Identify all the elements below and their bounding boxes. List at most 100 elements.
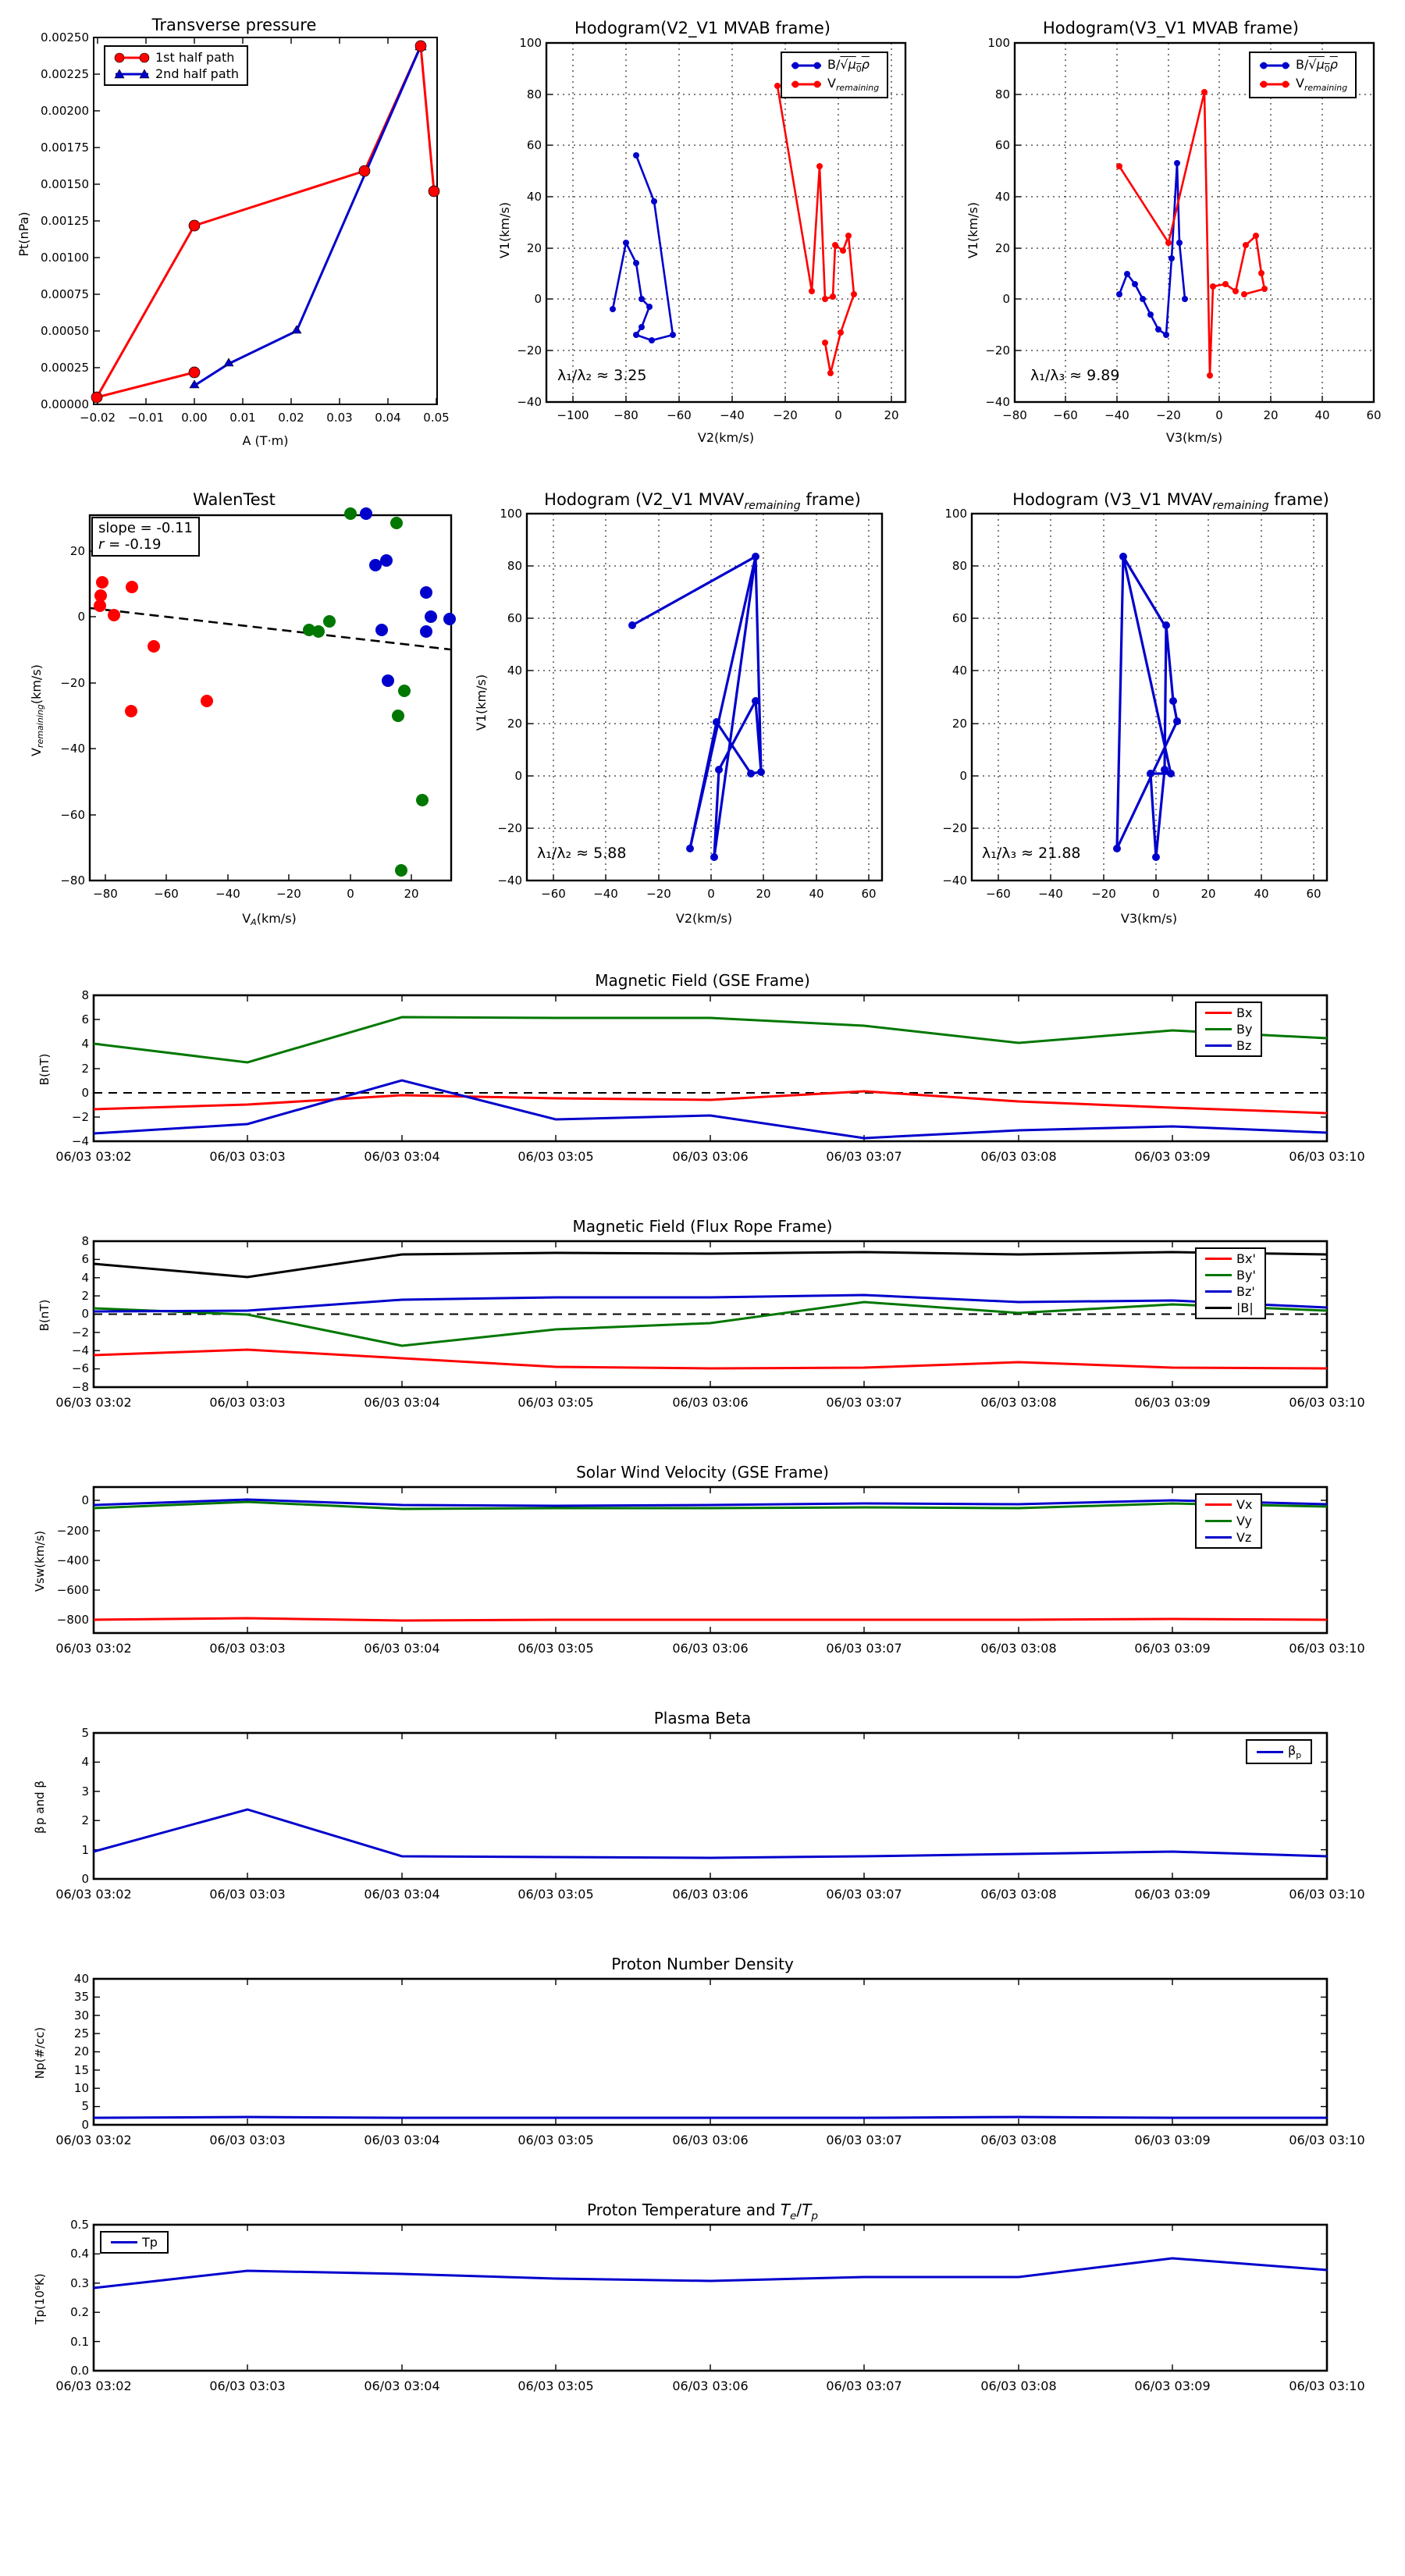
svg-text:0.00175: 0.00175 xyxy=(41,141,89,155)
panel-solar-wind-velocity: Solar Wind Velocity (GSE Frame) −800 −600… xyxy=(0,1460,1405,1686)
svg-text:06/03 03:05: 06/03 03:05 xyxy=(518,1887,593,1902)
legend-swatch-bx xyxy=(1205,1012,1232,1014)
svg-text:100: 100 xyxy=(519,36,542,50)
svg-text:−40: −40 xyxy=(215,887,240,901)
svg-text:06/03 03:09: 06/03 03:09 xyxy=(1134,1641,1210,1656)
legend-swatch-bz xyxy=(1205,1044,1232,1047)
svg-text:06/03 03:08: 06/03 03:08 xyxy=(980,2133,1056,2147)
svg-text:0.01: 0.01 xyxy=(229,411,255,425)
svg-text:20: 20 xyxy=(70,544,85,558)
panel-title: Hodogram (V2_V1 MVAVremaining frame) xyxy=(544,490,861,513)
legend-item: βp xyxy=(1252,1742,1306,1761)
panel-magnetic-field-fluxrope: Magnetic Field (Flux Rope Frame) −8 −6 −4 … xyxy=(0,1214,1405,1440)
svg-text:0.3: 0.3 xyxy=(70,2276,89,2290)
plasma-beta-plot: 0 1 2 3 4 5 06/03 03:02 06/03 03:03 06/03 03:… xyxy=(33,1726,1365,1902)
svg-text:15: 15 xyxy=(74,2063,89,2077)
legend-item: 2nd half path xyxy=(108,66,244,82)
svg-text:0: 0 xyxy=(959,769,967,783)
svg-text:−800: −800 xyxy=(57,1613,89,1627)
legend-item: Vremaining xyxy=(1254,75,1352,94)
legend-item: Vx xyxy=(1200,1496,1257,1513)
panel-title: Hodogram (V3_V1 MVAVremaining frame) xyxy=(1012,490,1329,513)
svg-text:06/03 03:03: 06/03 03:03 xyxy=(209,1149,285,1164)
svg-text:−40: −40 xyxy=(1104,408,1129,422)
legend-solar-wind-velocity: Vx Vy Vz xyxy=(1195,1493,1263,1549)
walen-slope: slope = -0.11 xyxy=(98,520,193,536)
svg-text:−40: −40 xyxy=(60,742,85,756)
svg-text:5: 5 xyxy=(81,1726,89,1740)
svg-text:8: 8 xyxy=(81,1234,89,1248)
svg-text:06/03 03:08: 06/03 03:08 xyxy=(980,1887,1056,1902)
svg-text:−40: −40 xyxy=(720,408,745,422)
eigenvalue-ratio-annotation: λ₁/λ₂ ≈ 5.88 xyxy=(537,845,627,862)
svg-text:0.4: 0.4 xyxy=(70,2247,89,2261)
legend-label-vy: Vy xyxy=(1236,1514,1252,1528)
y-axis-label: B(nT) xyxy=(37,1054,52,1086)
svg-text:20: 20 xyxy=(74,2044,89,2058)
svg-text:0: 0 xyxy=(534,292,542,306)
svg-text:06/03 03:05: 06/03 03:05 xyxy=(518,1149,593,1164)
svg-text:06/03 03:06: 06/03 03:06 xyxy=(672,2379,748,2393)
svg-text:20: 20 xyxy=(527,241,542,255)
svg-text:100: 100 xyxy=(500,507,522,521)
svg-text:−6: −6 xyxy=(72,1361,89,1375)
svg-text:0.00200: 0.00200 xyxy=(41,104,89,118)
svg-text:06/03 03:03: 06/03 03:03 xyxy=(209,1395,285,1410)
svg-text:0.03: 0.03 xyxy=(326,411,352,425)
svg-text:−20: −20 xyxy=(497,821,522,835)
svg-text:06/03 03:07: 06/03 03:07 xyxy=(826,1395,902,1410)
svg-text:−8: −8 xyxy=(72,1380,89,1394)
legend-item: Tp xyxy=(106,2234,162,2250)
svg-text:60: 60 xyxy=(507,611,522,625)
svg-text:06/03 03:09: 06/03 03:09 xyxy=(1134,1149,1210,1164)
legend-marker-2nd-half xyxy=(114,68,150,78)
time-axis-ticklabels: 06/03 03:02 06/03 03:03 06/03 03:04 06/03 … xyxy=(55,1395,1364,1410)
legend-swatch-beta-p xyxy=(1257,1750,1283,1753)
panel-hodogram-v2v1-mvab: Hodogram(V2_V1 MVAB frame) −40 −20 0 20 40 6… xyxy=(468,0,937,468)
svg-text:−80: −80 xyxy=(614,408,638,422)
legend-label-by: By xyxy=(1236,1022,1253,1037)
svg-text:06/03 03:05: 06/03 03:05 xyxy=(518,1641,593,1656)
legend-marker-1st-half xyxy=(114,52,150,62)
svg-text:−80: −80 xyxy=(1002,408,1027,422)
panel-transverse-pressure: Transverse pressure 0.00000 0.00025 0.000… xyxy=(0,0,468,468)
svg-text:06/03 03:10: 06/03 03:10 xyxy=(1289,2379,1364,2393)
svg-text:0.5: 0.5 xyxy=(70,2218,89,2232)
svg-text:40: 40 xyxy=(952,664,967,678)
legend-magnetic-field-fluxrope: Bx' By' Bz' |B| xyxy=(1195,1247,1266,1319)
legend-label-bz-prime: Bz' xyxy=(1236,1284,1255,1299)
panel-title: Magnetic Field (Flux Rope Frame) xyxy=(572,1217,833,1236)
panel-proton-temperature: Proton Temperature and Te/Tp 0.0 0.1 0.2 0… xyxy=(0,2197,1405,2432)
panel-hodogram-v3v1-mvab: Hodogram(V3_V1 MVAB frame) −40 −20 0 20 40 6… xyxy=(937,0,1405,468)
legend-swatch-tp xyxy=(111,2241,137,2243)
svg-text:06/03 03:03: 06/03 03:03 xyxy=(209,2133,285,2147)
transverse-pressure-plot: 0.00000 0.00025 0.00050 0.00075 0.00100 0.0… xyxy=(16,30,450,448)
x-axis-label: V2(km/s) xyxy=(676,911,732,926)
panel-hodogram-v3v1-mvav: Hodogram (V3_V1 MVAVremaining frame) −40… xyxy=(937,468,1405,937)
svg-text:0: 0 xyxy=(347,887,354,901)
legend-transverse-pressure: 1st half path 2nd half path xyxy=(104,45,249,86)
svg-text:35: 35 xyxy=(74,1990,89,2004)
svg-text:80: 80 xyxy=(527,87,542,101)
svg-text:06/03 03:09: 06/03 03:09 xyxy=(1134,2379,1210,2393)
svg-text:20: 20 xyxy=(952,717,967,731)
legend-item: Bx' xyxy=(1200,1251,1261,1267)
svg-text:06/03 03:06: 06/03 03:06 xyxy=(672,1395,748,1410)
svg-text:0: 0 xyxy=(707,887,715,901)
svg-text:0.00: 0.00 xyxy=(181,411,207,425)
svg-text:−60: −60 xyxy=(60,808,85,822)
legend-item: Bx xyxy=(1200,1005,1257,1021)
svg-text:0.00000: 0.00000 xyxy=(41,397,89,411)
svg-text:2: 2 xyxy=(81,1062,89,1076)
svg-text:0.00150: 0.00150 xyxy=(41,177,89,191)
svg-text:40: 40 xyxy=(527,190,542,204)
svg-text:40: 40 xyxy=(74,1972,89,1986)
svg-text:06/03 03:10: 06/03 03:10 xyxy=(1289,1641,1364,1656)
legend-marker-b-alfven xyxy=(1260,62,1289,69)
svg-text:60: 60 xyxy=(995,138,1010,152)
svg-text:20: 20 xyxy=(507,717,522,731)
svg-text:100: 100 xyxy=(944,507,967,521)
svg-text:40: 40 xyxy=(507,664,522,678)
